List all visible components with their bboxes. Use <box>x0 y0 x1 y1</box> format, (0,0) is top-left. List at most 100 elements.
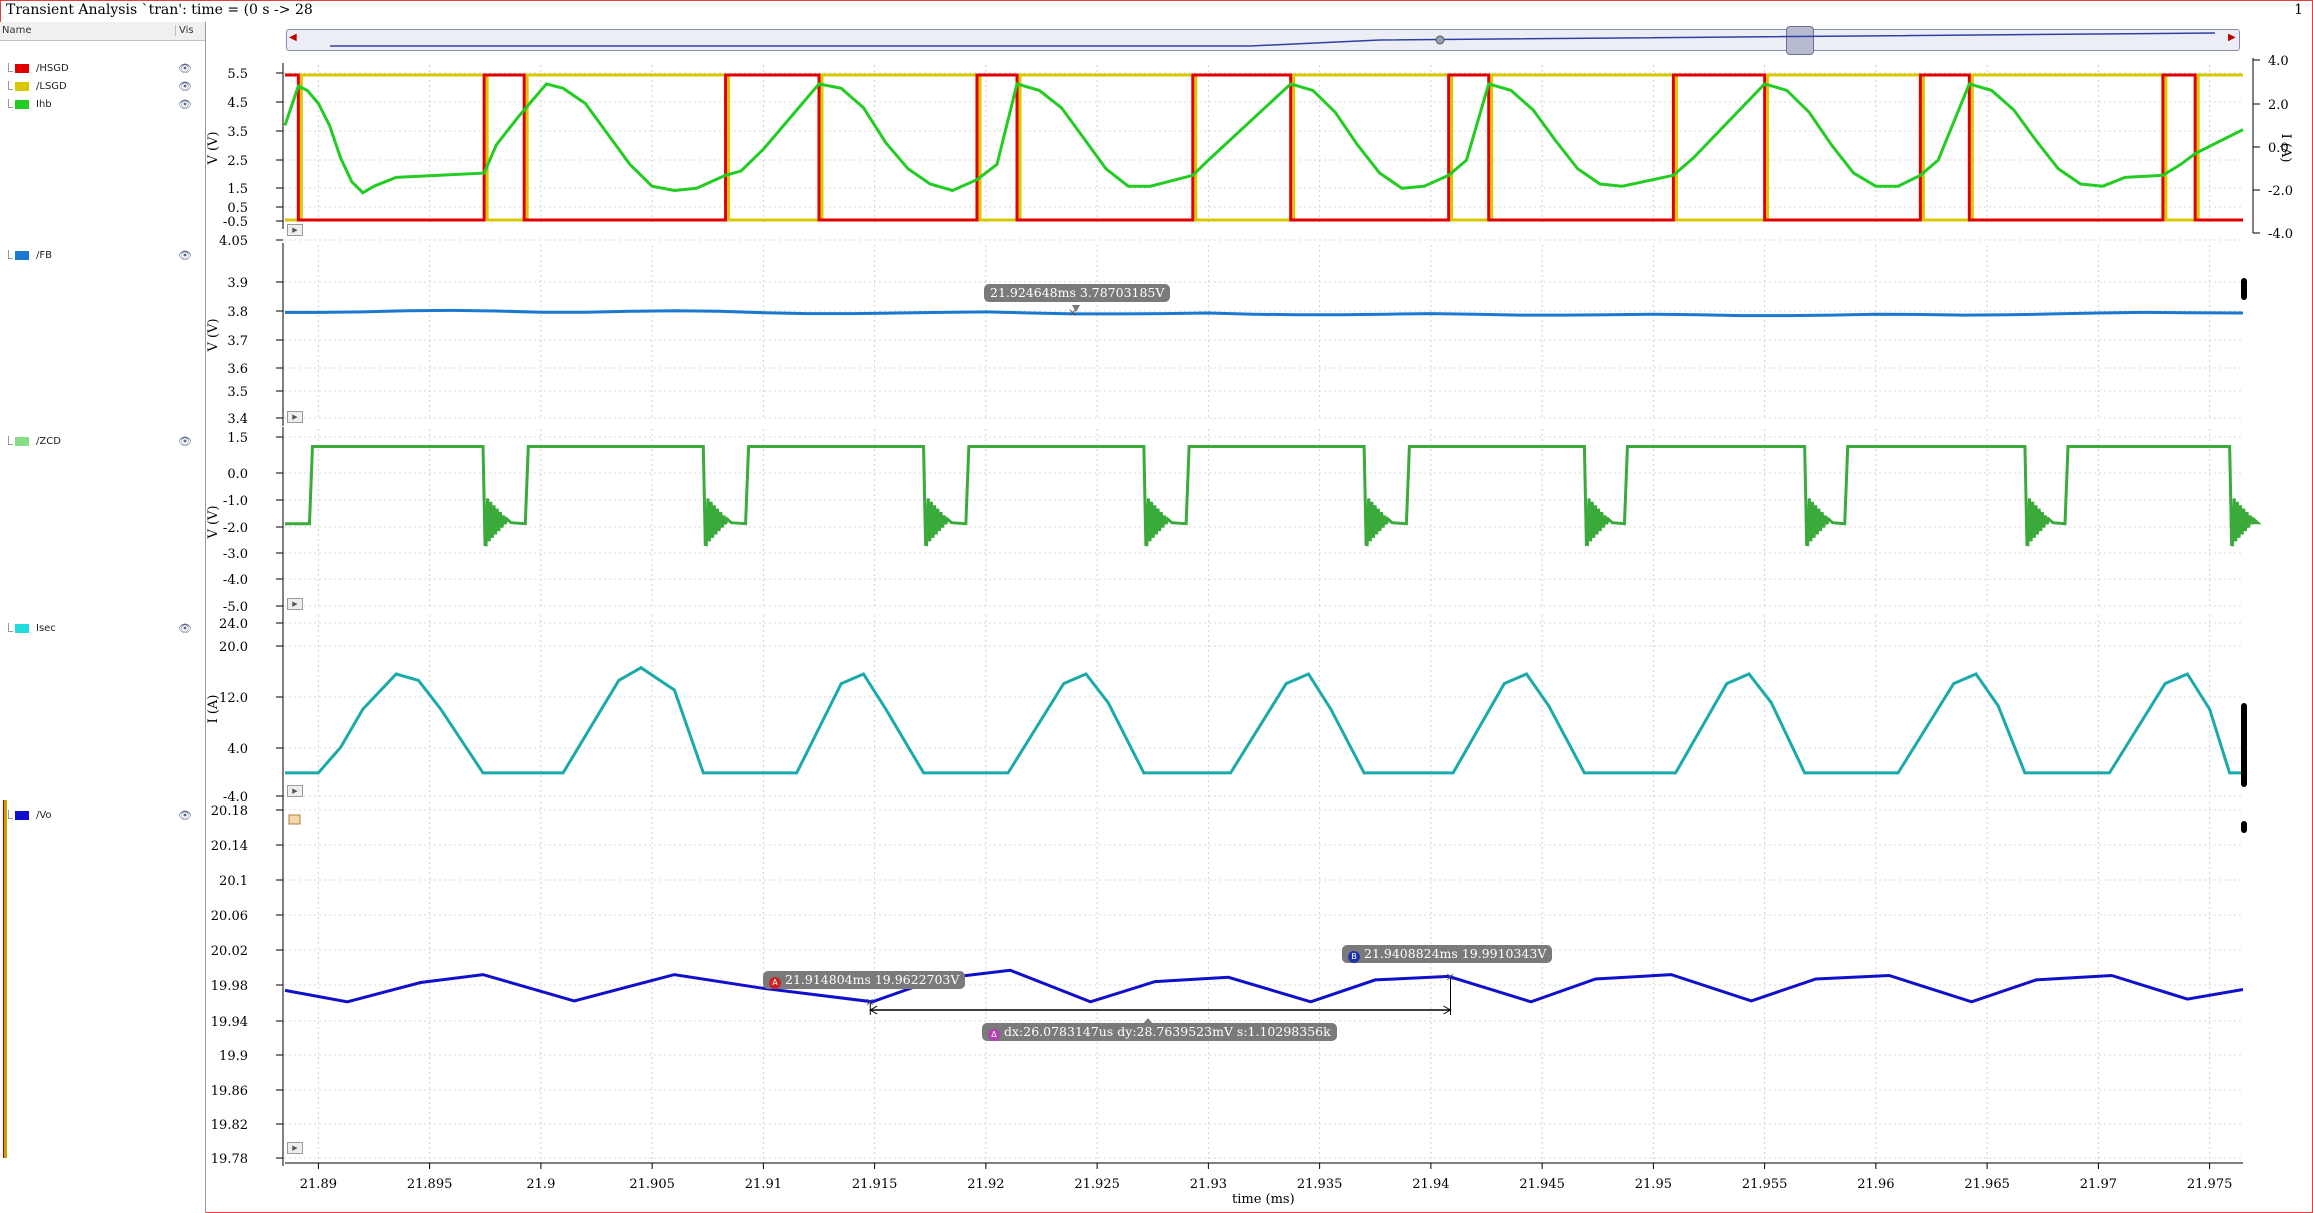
y2-tick-label: 4.0 <box>2268 54 2289 69</box>
legend-label: /Vo <box>36 810 52 821</box>
legend-header-name: Name <box>2 25 32 36</box>
eye-icon[interactable]: 👁 <box>178 80 192 93</box>
series-vo-line <box>284 968 2244 1004</box>
x-tick-label: 21.955 <box>1742 1177 1788 1192</box>
y-tick-label: 3.7 <box>227 334 248 349</box>
y-tick-label: 19.78 <box>211 1152 248 1167</box>
y-tick-label: 19.86 <box>211 1084 248 1099</box>
marker-a-text: 21.914804ms 19.9622703V <box>785 972 960 987</box>
legend-swatch <box>15 624 29 633</box>
series-hsgd-line <box>285 73 2243 222</box>
marker-b-x: × <box>1446 970 1455 983</box>
overview-dot <box>1435 35 1445 45</box>
x-tick-label: 21.905 <box>629 1177 675 1192</box>
y-tick-label: 3.9 <box>227 276 248 291</box>
eye-icon[interactable]: 👁 <box>178 622 192 635</box>
y-tick-label: -4.0 <box>223 573 248 588</box>
marker-b-text: 21.9408824ms 19.9910343V <box>1364 946 1547 961</box>
eye-icon[interactable]: 👁 <box>178 98 192 111</box>
x-tick-label: 21.9 <box>526 1177 555 1192</box>
y-axis-label: V (V) <box>206 318 221 352</box>
legend-item-ihb[interactable]: Ihb 👁 <box>0 98 200 113</box>
y-axis-label: V (V) <box>206 505 221 539</box>
y-tick-label: 0.0 <box>227 467 248 482</box>
eye-icon[interactable]: 👁 <box>178 809 192 822</box>
panel-1-play-icon[interactable]: ▶ <box>287 224 303 236</box>
x-tick-label: 21.94 <box>1412 1177 1449 1192</box>
y-tick-label: -4.0 <box>223 790 248 805</box>
x-tick-label: 21.93 <box>1190 1177 1227 1192</box>
scroll-indicator <box>2241 703 2247 787</box>
legend-item-zcd[interactable]: /ZCD 👁 <box>0 435 200 450</box>
panel-4-play-icon[interactable]: ▶ <box>287 785 303 797</box>
marker-delta-badge: Δ <box>988 1029 1000 1041</box>
y-tick-label: 20.1 <box>219 874 248 889</box>
legend-label: /ZCD <box>36 436 61 447</box>
tree-branch <box>8 250 13 259</box>
legend-item-lsgd[interactable]: /LSGD 👁 <box>0 80 200 95</box>
y-tick-label: -5.0 <box>223 600 248 615</box>
y-tick-label: -2.0 <box>223 521 248 536</box>
window-title: Transient Analysis `tran': time = (0 s -… <box>6 2 313 18</box>
eye-icon[interactable]: 👁 <box>178 435 192 448</box>
selection-accent <box>3 800 7 1158</box>
series-zcd-line <box>285 445 2262 547</box>
overview-trace <box>330 32 2216 47</box>
scroll-right-icon[interactable]: ▶ <box>2228 32 2236 43</box>
eye-icon[interactable]: 👁 <box>178 249 192 262</box>
series-isec-line <box>285 665 2243 775</box>
x-tick-label: 21.89 <box>300 1177 337 1192</box>
marker-fb-x: × <box>1068 306 1077 319</box>
legend-swatch <box>15 437 29 446</box>
x-tick-label: 21.975 <box>2187 1177 2233 1192</box>
x-tick-label: 21.95 <box>1635 1177 1672 1192</box>
marker-a-badge: A <box>769 977 781 989</box>
tree-branch <box>8 99 13 108</box>
x-tick-label: 21.92 <box>967 1177 1004 1192</box>
marker-a-label[interactable]: A 21.914804ms 19.9622703V <box>763 971 966 989</box>
legend-item-isec[interactable]: Isec 👁 <box>0 622 200 637</box>
legend-label: /LSGD <box>36 81 67 92</box>
tree-branch <box>8 623 13 632</box>
y-tick-label: 4.5 <box>227 96 248 111</box>
marker-fb-text: 21.924648ms 3.78703185V <box>990 285 1165 300</box>
y-tick-label: 20.06 <box>211 909 248 924</box>
legend-item-vo[interactable]: /Vo 👁 <box>0 809 200 824</box>
tree-branch <box>8 436 13 445</box>
legend-label: Isec <box>36 623 56 634</box>
marker-fb-pointer <box>1072 305 1080 312</box>
y-tick-label: 20.0 <box>219 640 248 655</box>
y-tick-label: 0.5 <box>227 201 248 216</box>
legend-item-fb[interactable]: /FB 👁 <box>0 249 200 264</box>
panel-5-play-icon[interactable]: ▶ <box>287 1142 303 1154</box>
tree-branch <box>8 81 13 90</box>
tree-branch <box>8 63 13 72</box>
legend-swatch <box>15 64 29 73</box>
y-tick-label: 3.6 <box>227 362 248 377</box>
y-tick-label: -3.0 <box>223 547 248 562</box>
marker-delta-arrow-right <box>1443 1005 1452 1015</box>
legend-header: Name Vis <box>0 22 205 41</box>
x-axis-title: time (ms) <box>1232 1192 1295 1207</box>
y-tick-label: -1.0 <box>223 494 248 509</box>
scroll-indicator <box>2241 278 2247 300</box>
eye-icon[interactable]: 👁 <box>178 62 192 75</box>
legend-header-vis: Vis <box>175 25 194 36</box>
y-tick-label: 19.9 <box>219 1049 248 1064</box>
scrollbar-thumb[interactable] <box>1786 26 1814 55</box>
legend-label: Ihb <box>36 99 52 110</box>
marker-fb-label[interactable]: 21.924648ms 3.78703185V <box>984 284 1171 302</box>
legend-swatch <box>15 251 29 260</box>
panel-3-play-icon[interactable]: ▶ <box>287 598 303 610</box>
x-tick-label: 21.935 <box>1297 1177 1343 1192</box>
y2-tick-label: 2.0 <box>2268 98 2289 113</box>
y2-tick-label: 0.0 <box>2268 141 2289 156</box>
y-tick-label: 20.18 <box>211 804 248 819</box>
marker-b-label[interactable]: B 21.9408824ms 19.9910343V <box>1342 945 1553 963</box>
scroll-left-icon[interactable]: ◀ <box>289 32 297 43</box>
panel-2-play-icon[interactable]: ▶ <box>287 411 303 423</box>
y-tick-label: 19.98 <box>211 979 248 994</box>
legend-item-hsgd[interactable]: /HSGD 👁 <box>0 62 200 77</box>
